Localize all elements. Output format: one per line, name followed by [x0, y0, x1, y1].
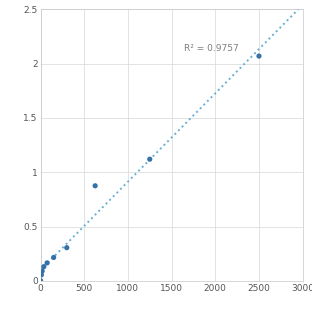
Point	[51, 255, 56, 260]
Point	[147, 157, 152, 162]
Text: R² = 0.9757: R² = 0.9757	[184, 44, 239, 53]
Point	[39, 272, 44, 277]
Point	[45, 261, 50, 266]
Point	[64, 245, 69, 250]
Point	[38, 278, 43, 283]
Point	[256, 54, 261, 59]
Point	[40, 269, 45, 274]
Point	[41, 264, 46, 269]
Point	[93, 183, 98, 188]
